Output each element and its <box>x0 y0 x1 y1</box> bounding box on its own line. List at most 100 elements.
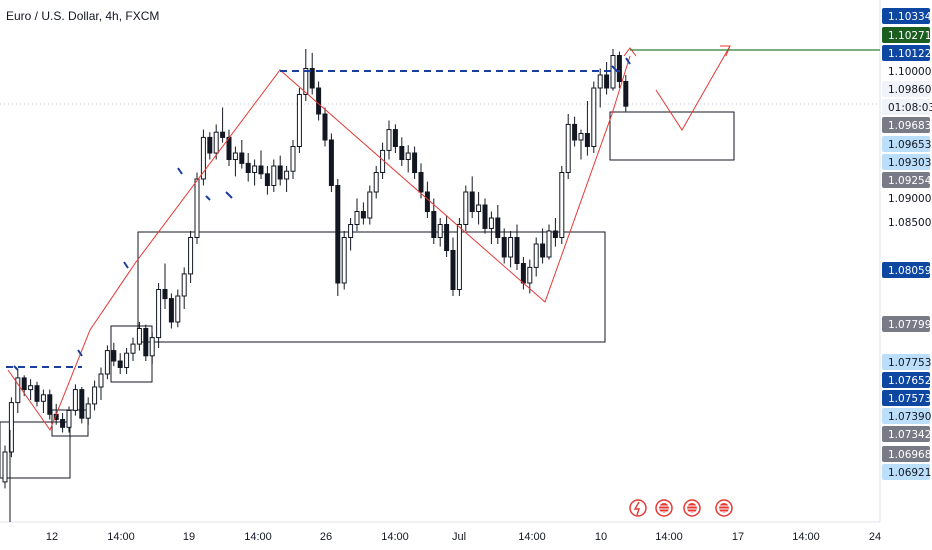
candle-bullish[interactable] <box>373 172 379 193</box>
candle-bearish[interactable] <box>572 123 578 141</box>
candle-bearish[interactable] <box>168 298 174 323</box>
zone-box[interactable] <box>0 421 71 479</box>
candle-bearish[interactable] <box>264 173 270 187</box>
candle-bearish[interactable] <box>162 289 168 300</box>
candle-bullish[interactable] <box>213 131 219 154</box>
candle-bearish[interactable] <box>623 81 629 107</box>
candle-bullish[interactable] <box>85 403 91 419</box>
candle-bullish[interactable] <box>296 94 302 147</box>
us-flag-event-icon[interactable] <box>715 499 733 517</box>
candle-bullish[interactable] <box>290 146 296 172</box>
candle-bullish[interactable] <box>341 237 347 284</box>
us-flag-event-icon[interactable] <box>683 499 701 517</box>
candle-bearish[interactable] <box>399 146 405 160</box>
candle-bullish[interactable] <box>527 266 533 284</box>
candle-bearish[interactable] <box>360 211 366 219</box>
candle-bearish[interactable] <box>412 152 418 173</box>
candle-bullish[interactable] <box>456 224 462 290</box>
candle-bearish[interactable] <box>239 152 245 164</box>
candle-bearish[interactable] <box>207 136 213 154</box>
candle-bearish[interactable] <box>328 139 334 186</box>
candle-bullish[interactable] <box>149 337 155 357</box>
candle-bullish[interactable] <box>303 68 309 95</box>
candle-bearish[interactable] <box>604 74 610 89</box>
candle-bullish[interactable] <box>200 136 206 180</box>
candle-bullish[interactable] <box>546 230 552 258</box>
candle-bullish[interactable] <box>488 217 494 229</box>
candle-bearish[interactable] <box>431 211 437 238</box>
candle-bullish[interactable] <box>175 295 181 323</box>
candle-bullish[interactable] <box>28 385 34 391</box>
candle-bearish[interactable] <box>501 237 507 258</box>
candle-bullish[interactable] <box>194 178 200 238</box>
candle-bullish[interactable] <box>348 224 354 238</box>
candle-bearish[interactable] <box>245 162 251 173</box>
candle-bearish[interactable] <box>309 68 315 89</box>
candle-bullish[interactable] <box>92 386 98 405</box>
candle-bullish[interactable] <box>578 133 584 141</box>
candle-bullish[interactable] <box>463 191 469 225</box>
candle-bearish[interactable] <box>520 263 526 284</box>
candle-bearish[interactable] <box>469 191 475 212</box>
candle-bearish[interactable] <box>226 136 232 160</box>
candle-bullish[interactable] <box>124 352 130 369</box>
candle-bullish[interactable] <box>354 211 360 225</box>
candle-bullish[interactable] <box>72 389 78 411</box>
candle-bearish[interactable] <box>418 172 424 193</box>
candle-bearish[interactable] <box>143 328 149 357</box>
candle-bullish[interactable] <box>565 123 571 173</box>
candle-bullish[interactable] <box>405 152 411 160</box>
candle-bullish[interactable] <box>597 74 603 89</box>
candle-bullish[interactable] <box>386 129 392 151</box>
candle-bearish[interactable] <box>316 87 322 115</box>
candle-bearish[interactable] <box>322 113 328 141</box>
candle-bullish[interactable] <box>181 273 187 297</box>
candle-bearish[interactable] <box>111 350 117 362</box>
candle-bearish[interactable] <box>450 250 456 290</box>
candle-bullish[interactable] <box>252 165 258 173</box>
candle-bullish[interactable] <box>271 165 277 186</box>
candle-bearish[interactable] <box>60 419 66 428</box>
candle-bearish[interactable] <box>117 360 123 368</box>
zone-box[interactable] <box>609 111 735 161</box>
candle-bearish[interactable] <box>495 217 501 238</box>
candle-bullish[interactable] <box>508 237 514 258</box>
candle-bullish[interactable] <box>2 451 8 483</box>
candle-bearish[interactable] <box>584 133 590 147</box>
candle-bearish[interactable] <box>552 230 558 238</box>
candle-bullish[interactable] <box>66 409 72 428</box>
candle-bullish[interactable] <box>130 343 136 354</box>
candle-bullish[interactable] <box>284 170 290 180</box>
projected-path-line[interactable] <box>655 45 731 131</box>
candle-bearish[interactable] <box>335 185 341 284</box>
candle-bearish[interactable] <box>540 243 546 258</box>
candle-bullish[interactable] <box>533 243 539 268</box>
candle-bearish[interactable] <box>514 237 520 264</box>
candle-bullish[interactable] <box>367 191 373 219</box>
us-flag-event-icon[interactable] <box>655 499 673 517</box>
zone-box[interactable] <box>137 231 606 343</box>
candle-bearish[interactable] <box>424 191 430 212</box>
candle-bearish[interactable] <box>616 55 622 82</box>
candle-bullish[interactable] <box>104 350 110 375</box>
candle-bullish[interactable] <box>476 204 482 212</box>
candle-bearish[interactable] <box>79 389 85 419</box>
candle-bearish[interactable] <box>482 204 488 229</box>
candle-bearish[interactable] <box>258 165 264 175</box>
candle-bearish[interactable] <box>220 131 226 138</box>
candle-bullish[interactable] <box>156 289 162 339</box>
candle-bullish[interactable] <box>136 328 142 345</box>
candle-bearish[interactable] <box>21 377 27 391</box>
candle-bullish[interactable] <box>559 172 565 238</box>
candle-bullish[interactable] <box>232 152 238 160</box>
candle-bearish[interactable] <box>277 165 283 180</box>
candle-bearish[interactable] <box>392 129 398 148</box>
candle-bearish[interactable] <box>444 224 450 251</box>
zigzag-wave-line[interactable] <box>7 55 631 432</box>
candle-bullish[interactable] <box>15 377 21 404</box>
candle-bullish[interactable] <box>610 55 616 89</box>
candle-bullish[interactable] <box>8 402 14 453</box>
flash-event-icon[interactable] <box>629 499 647 517</box>
candle-bullish[interactable] <box>591 87 597 147</box>
